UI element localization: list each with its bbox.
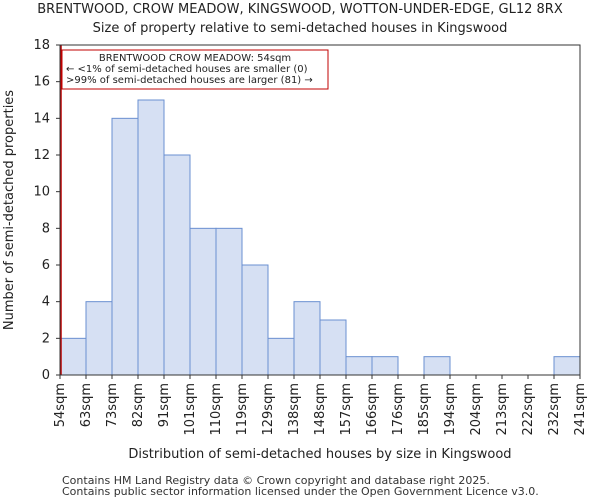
x-tick-label: 166sqm (365, 383, 380, 436)
bar-138sqm (293, 301, 321, 376)
annotation-line-3: >99% of semi-detached houses are larger … (66, 75, 313, 86)
y-tick-label: 6 (42, 258, 50, 273)
bar-185sqm (423, 356, 451, 376)
y-tick-label: 16 (33, 75, 50, 90)
y-tick-label: 4 (42, 295, 50, 310)
y-tick-label: 0 (42, 368, 50, 383)
y-tick-label: 18 (33, 38, 50, 53)
bar-119sqm (241, 264, 269, 376)
annotation-box: BRENTWOOD CROW MEADOW: 54sqm ← <1% of se… (61, 49, 329, 90)
bar-82sqm (137, 99, 165, 376)
x-tick-label: 232sqm (547, 383, 562, 436)
x-tick-label: 148sqm (313, 383, 328, 436)
annotation-line-2: ← <1% of semi-detached houses are smalle… (66, 64, 308, 75)
footer-line-1: Contains HM Land Registry data © Crown c… (62, 474, 490, 487)
x-tick-label: 101sqm (183, 383, 198, 436)
y-tick-label: 8 (42, 221, 50, 236)
y-tick-label: 14 (33, 111, 50, 126)
annotation-border (61, 49, 329, 90)
x-axis-label: Distribution of semi-detached houses by … (128, 447, 511, 462)
plot-area: 0 2 4 6 8 10 12 14 16 18 54sqm 63sqm 73sqm 82sqm 91sqm… (33, 38, 588, 436)
bar-73sqm (111, 117, 139, 376)
bar-91sqm (163, 154, 191, 376)
chart-subtitle: Size of property relative to semi-detach… (93, 21, 508, 36)
annotation-line-1: BRENTWOOD CROW MEADOW: 54sqm (99, 53, 291, 64)
bar-166sqm (371, 356, 399, 376)
y-axis-label: Number of semi-detached properties (2, 90, 17, 330)
x-tick-label: 241sqm (573, 383, 588, 436)
bar-101sqm (189, 227, 217, 376)
x-tick-label: 222sqm (521, 383, 536, 436)
x-tick-label: 63sqm (79, 383, 94, 427)
bar-110sqm (215, 227, 243, 376)
x-tick-label: 213sqm (495, 383, 510, 436)
y-tick-label: 2 (42, 331, 50, 346)
x-tick-label: 110sqm (209, 383, 224, 436)
bar-232sqm (553, 356, 581, 376)
x-tick-label: 129sqm (261, 383, 276, 436)
x-tick-label: 138sqm (287, 383, 302, 436)
y-tick-label: 10 (33, 185, 50, 200)
bar-54sqm (59, 337, 87, 376)
chart-title: BRENTWOOD, CROW MEADOW, KINGSWOOD, WOTTO… (37, 2, 563, 17)
plot-frame (59, 44, 581, 376)
footer-line-2: Contains public sector information licen… (62, 485, 539, 498)
bar-157sqm (345, 356, 373, 376)
x-tick-label: 157sqm (339, 383, 354, 436)
x-tick-label: 194sqm (443, 383, 458, 436)
bar-129sqm (267, 337, 295, 376)
bar-63sqm (85, 301, 113, 376)
x-tick-label: 176sqm (391, 383, 406, 436)
x-tick-label: 82sqm (131, 383, 146, 427)
x-tick-label: 119sqm (235, 383, 250, 436)
bar-148sqm (319, 319, 347, 376)
x-tick-label: 185sqm (417, 383, 432, 436)
x-tick-label: 54sqm (53, 383, 68, 427)
x-tick-label: 204sqm (469, 383, 484, 436)
x-tick-label: 73sqm (105, 383, 120, 427)
y-tick-label: 12 (33, 148, 50, 163)
x-tick-label: 91sqm (157, 383, 172, 427)
